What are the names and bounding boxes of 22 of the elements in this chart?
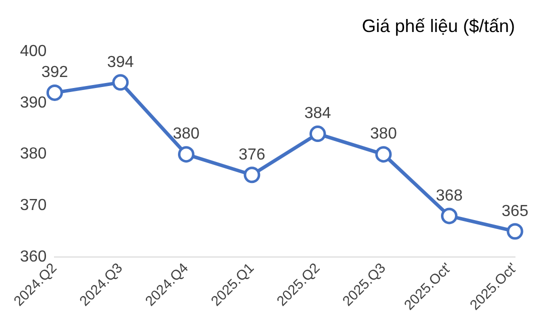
point: [440, 208, 458, 224]
chart-title: Giá phế liệu ($/tấn): [362, 16, 515, 36]
point: [46, 84, 63, 101]
point: [244, 166, 260, 184]
data-label: 368: [436, 187, 463, 204]
y-tick-label: 400: [20, 43, 47, 60]
data-label: 380: [370, 126, 397, 143]
data-label: 394: [107, 54, 134, 71]
data-label: 392: [41, 64, 68, 82]
y-tick-label: 380: [20, 146, 47, 163]
y-tick-label: 360: [20, 248, 47, 266]
point: [506, 223, 524, 240]
point: [375, 146, 392, 163]
data-label: 384: [304, 105, 332, 122]
y-tick-label: 370: [20, 197, 47, 214]
y-tick-label: 390: [20, 94, 47, 112]
data-label: 376: [238, 146, 266, 164]
point: [309, 126, 326, 142]
data-label: 365: [502, 202, 528, 220]
point: [178, 146, 194, 163]
point: [112, 74, 129, 91]
data-label: 380: [172, 126, 200, 143]
